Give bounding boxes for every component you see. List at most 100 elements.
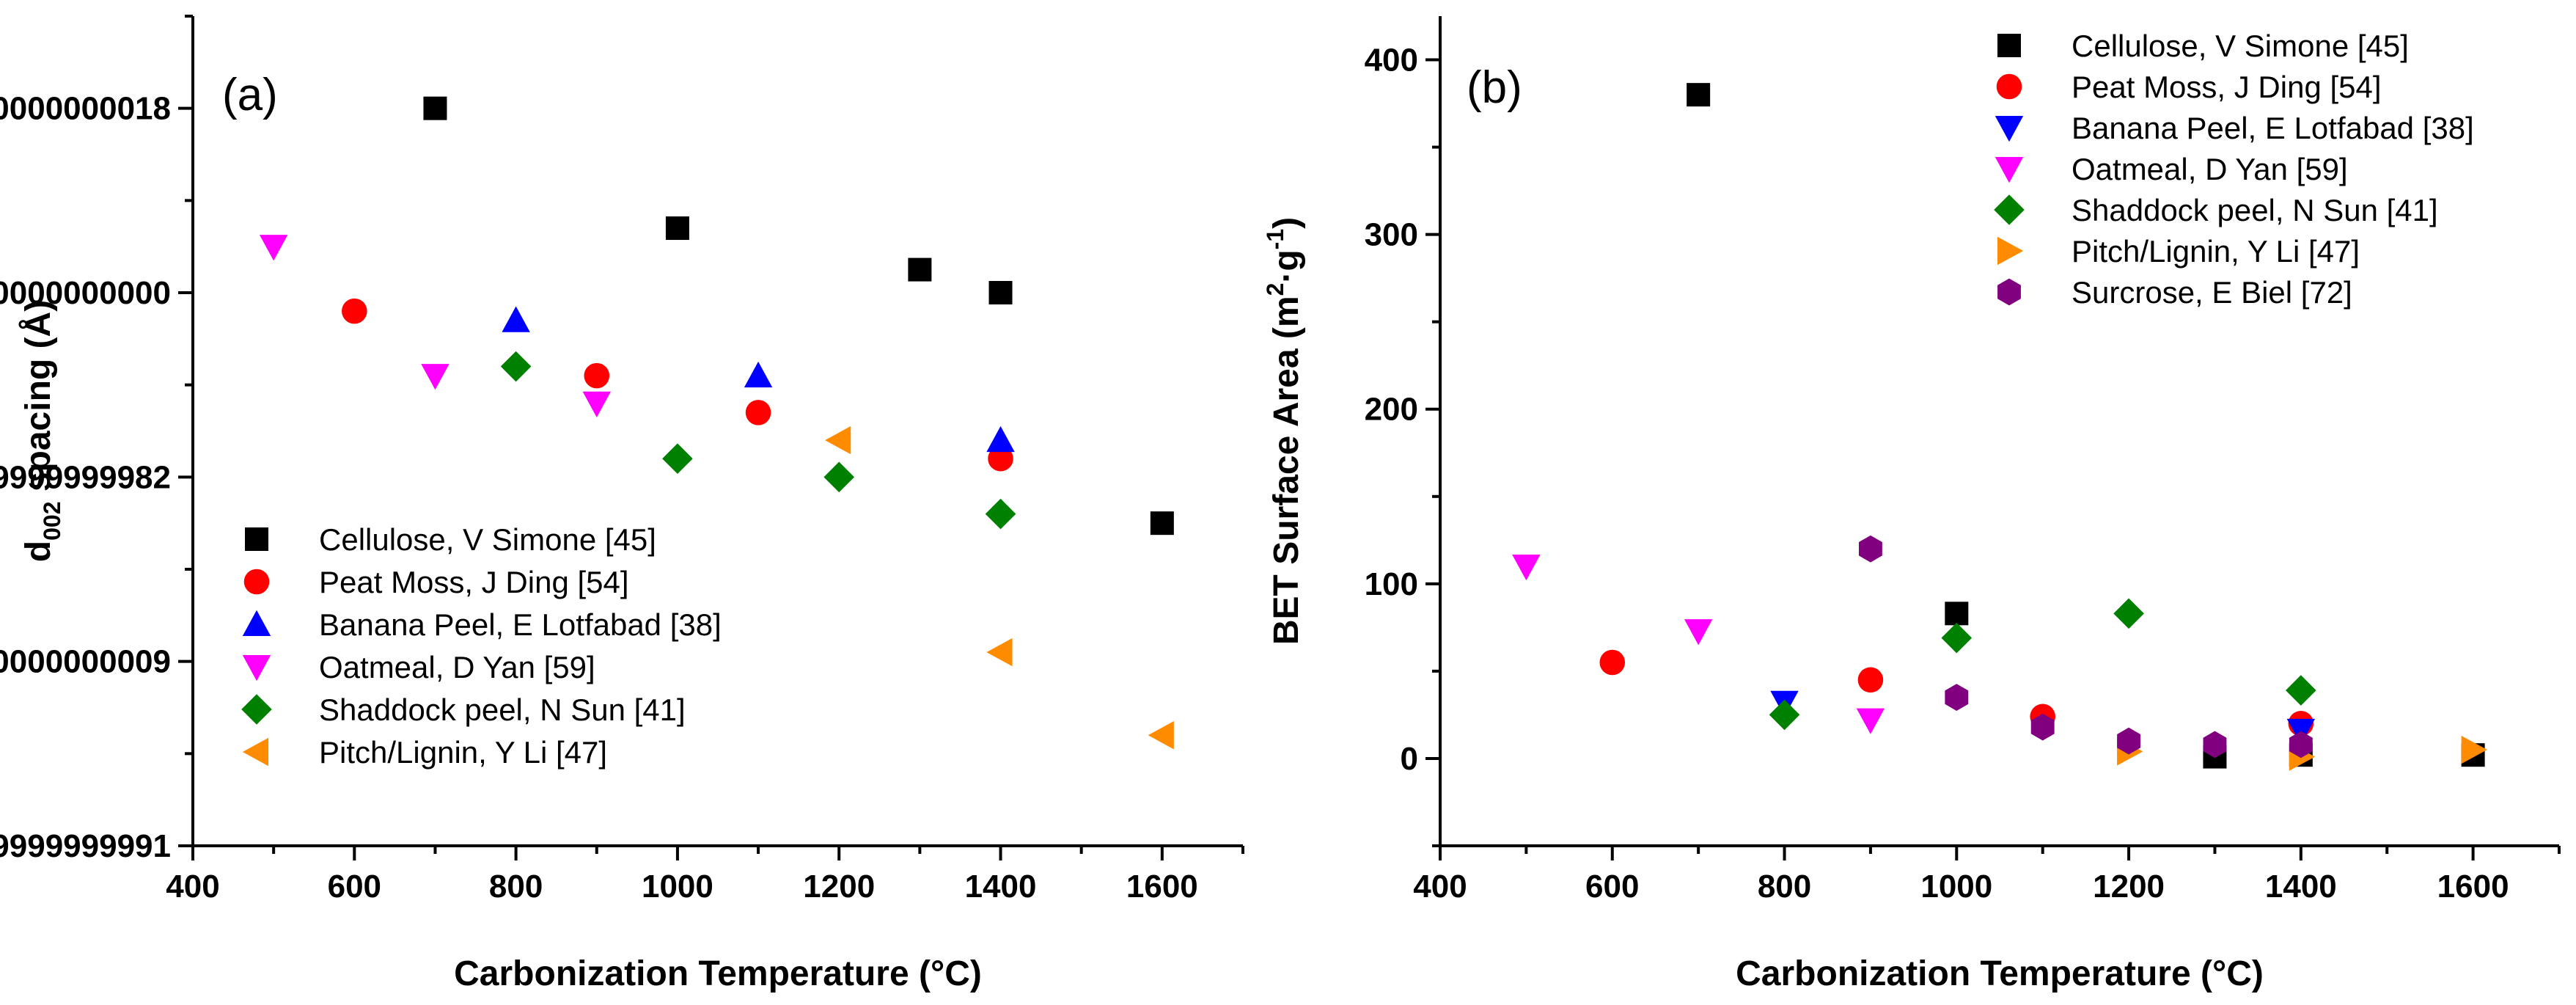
series-5 xyxy=(825,425,1174,750)
data-point xyxy=(500,351,532,382)
series-6 xyxy=(1858,535,2313,759)
data-point xyxy=(1769,699,1800,731)
panel-label: (b) xyxy=(1467,62,1522,113)
data-point xyxy=(1941,622,1973,654)
data-point xyxy=(342,298,367,324)
chart-panel-a: 400 600 800 1000 1200 1400 1600 3.3999999999999… xyxy=(0,15,1244,993)
legend-label: Cellulose, V Simone [45] xyxy=(2072,29,2409,63)
legend-marker xyxy=(242,610,271,636)
data-point xyxy=(1148,721,1174,750)
data-point xyxy=(823,461,855,493)
y-tick-label: 400 xyxy=(1365,43,1418,78)
data-point xyxy=(259,235,288,261)
data-point xyxy=(745,400,771,425)
data-point xyxy=(584,362,610,389)
series-0 xyxy=(423,96,1174,536)
data-point xyxy=(2289,731,2313,759)
data-point xyxy=(986,637,1013,667)
data-point xyxy=(985,498,1016,530)
data-point xyxy=(1945,602,1969,626)
y-axis-title: BET Surface Area (m2·g-1) xyxy=(1262,217,1306,645)
series-3 xyxy=(1512,555,1885,734)
legend-label: Banana Peel, E Lotfabad [38] xyxy=(319,607,722,642)
x-tick-label: 1000 xyxy=(1920,869,1992,905)
legend-marker xyxy=(1997,278,2021,306)
legend-label: Oatmeal, D Yan [59] xyxy=(319,650,595,684)
x-tick-label: 400 xyxy=(166,869,219,905)
legend-marker xyxy=(1994,194,2025,225)
y-tick-label: 300 xyxy=(1365,217,1418,253)
x-tick-label: 600 xyxy=(1585,869,1639,905)
x-tick-label: 1400 xyxy=(2265,869,2337,905)
panel-label: (a) xyxy=(222,70,278,120)
y-tick-label: 4.20000000000000018 xyxy=(0,91,171,127)
data-point xyxy=(423,96,447,120)
x-tick-label: 1600 xyxy=(2437,869,2509,905)
x-tick-label: 400 xyxy=(1413,869,1467,905)
legend-label: Shaddock peel, N Sun [41] xyxy=(319,692,686,727)
legend-label: Surcrose, E Biel [72] xyxy=(2072,275,2352,310)
data-point xyxy=(1856,708,1885,734)
data-point xyxy=(986,425,1015,453)
chart-panel-b: 400 600 800 1000 1200 1400 1600 0 100 200 300 400 Ca… xyxy=(1262,16,2561,993)
y-tick-label: 3.39999999999999991 xyxy=(0,828,171,864)
data-point xyxy=(1858,535,1882,563)
legend-label: Pitch/Lignin, Y Li [47] xyxy=(2072,234,2360,268)
data-point xyxy=(988,445,1013,472)
data-point xyxy=(665,216,689,241)
data-point xyxy=(2030,713,2055,741)
legend-marker xyxy=(1997,34,2021,57)
data-point xyxy=(582,391,611,417)
data-point xyxy=(1599,649,1626,676)
data-point xyxy=(1684,619,1713,646)
y-tick-label: 3.60000000000000009 xyxy=(0,644,171,680)
x-tick-label: 1000 xyxy=(642,869,713,905)
data-point xyxy=(2113,598,2144,629)
series-4 xyxy=(1769,598,2316,731)
series-1 xyxy=(342,298,1013,472)
y-tick-label: 3.79999999999999982 xyxy=(0,459,171,495)
x-tick-label: 800 xyxy=(489,869,543,905)
x-tick-label: 1400 xyxy=(965,869,1037,905)
legend-marker xyxy=(243,569,270,595)
y-tick-label: 100 xyxy=(1365,566,1418,602)
legend-label: Shaddock peel, N Sun [41] xyxy=(2072,193,2438,227)
data-point xyxy=(421,364,449,390)
legend-marker xyxy=(242,737,268,767)
y-tick-label: 0 xyxy=(1401,741,1418,777)
data-point xyxy=(1512,555,1541,581)
data-point xyxy=(662,443,693,474)
legend-marker xyxy=(242,655,271,681)
data-point xyxy=(1687,83,1711,107)
x-tick-label: 1600 xyxy=(1126,869,1198,905)
legend-label: Peat Moss, J Ding [54] xyxy=(2072,70,2382,104)
legend-marker xyxy=(1996,73,2022,100)
x-axis-title: Carbonization Temperature (°C) xyxy=(454,954,982,993)
legend-marker xyxy=(241,694,272,725)
series-4 xyxy=(500,351,1016,530)
series-2 xyxy=(502,306,1015,453)
y-axis-title: d002 spacing (Å) xyxy=(18,300,65,562)
legend-marker xyxy=(1995,116,2024,142)
x-tick-label: 1200 xyxy=(2093,869,2165,905)
legend-marker xyxy=(245,527,268,551)
legend-marker xyxy=(1997,236,2024,266)
data-point xyxy=(502,306,530,332)
x-axis-title: Carbonization Temperature (°C) xyxy=(1736,954,2264,993)
x-tick-label: 1200 xyxy=(803,869,875,905)
data-point xyxy=(2117,727,2141,755)
data-point xyxy=(1150,511,1174,536)
series-3 xyxy=(259,235,611,417)
x-tick-label: 600 xyxy=(328,869,381,905)
legend-label: Peat Moss, J Ding [54] xyxy=(319,565,629,599)
data-point xyxy=(1945,684,1969,712)
data-point xyxy=(744,361,773,388)
data-point xyxy=(1857,667,1884,693)
legend: Cellulose, V Simone [45] Peat Moss, J Din… xyxy=(241,522,722,770)
legend-label: Banana Peel, E Lotfabad [38] xyxy=(2072,111,2474,145)
y-tick-label: 200 xyxy=(1365,392,1418,428)
data-point xyxy=(2461,735,2487,764)
x-tick-label: 800 xyxy=(1758,869,1811,905)
